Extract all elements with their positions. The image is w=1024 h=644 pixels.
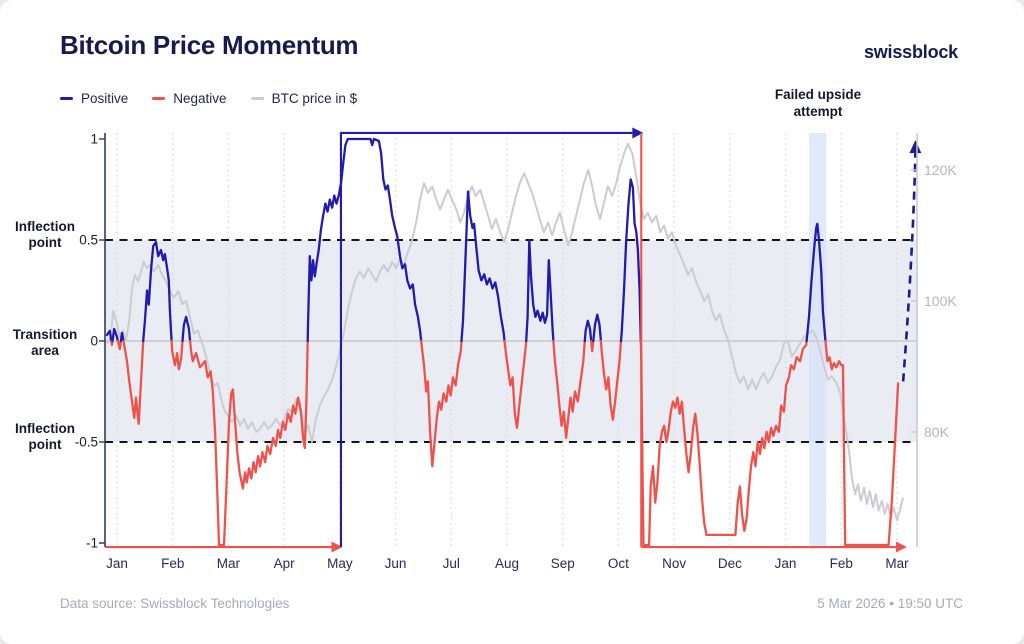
momentum-positive-segment bbox=[460, 190, 506, 343]
x-axis-label: Jun bbox=[385, 556, 407, 571]
momentum-negative-segment bbox=[122, 339, 145, 425]
price-axis-tick-label: 120K bbox=[924, 162, 957, 178]
momentum-positive-segment bbox=[619, 178, 642, 343]
failed-upside-attempt-annotation: Failed upside attempt bbox=[774, 87, 862, 119]
momentum-positive-segment bbox=[119, 331, 125, 343]
upside-projection-arrowhead bbox=[909, 140, 922, 154]
price-axis-tick-label: 100K bbox=[924, 293, 957, 309]
positive-line-swatch bbox=[60, 97, 73, 100]
momentum-negative-segment bbox=[188, 339, 309, 547]
legend-label-positive: Positive bbox=[81, 91, 129, 106]
brand-logo: swissblock bbox=[863, 42, 958, 62]
x-axis-label: Mar bbox=[885, 556, 909, 571]
momentum-negative-segment bbox=[420, 339, 463, 468]
x-axis-label: Jan bbox=[775, 556, 797, 571]
y-axis-tick-label: 1 bbox=[90, 132, 98, 147]
data-source-label: Data source: Swissblock Technologies bbox=[60, 596, 290, 611]
legend: Positive Negative BTC price in $ bbox=[60, 91, 357, 106]
bear-phase-2-bottom-arrowhead bbox=[895, 541, 907, 553]
x-axis-label: Aug bbox=[495, 556, 519, 571]
momentum-negative-segment bbox=[503, 339, 528, 430]
legend-item-positive: Positive bbox=[60, 91, 128, 106]
momentum-positive-segment bbox=[111, 327, 120, 343]
momentum-negative-segment bbox=[552, 339, 586, 440]
x-axis-label: Nov bbox=[662, 556, 686, 571]
y-axis-tick-label: -1 bbox=[86, 536, 98, 551]
bull-phase-box-arrowhead bbox=[632, 127, 644, 139]
momentum-positive-segment bbox=[142, 240, 173, 343]
timestamp-label: 5 Mar 2026 • 19:50 UTC bbox=[817, 596, 963, 611]
x-axis-label: Oct bbox=[608, 556, 629, 571]
momentum-negative-segment bbox=[639, 339, 808, 547]
btc-price-line bbox=[106, 142, 905, 522]
momentum-positive-segment bbox=[592, 313, 603, 343]
page-title: Bitcoin Price Momentum bbox=[60, 30, 359, 60]
btc-price-line-swatch bbox=[250, 97, 264, 100]
legend-label-btc-price: BTC price in $ bbox=[271, 91, 358, 106]
y-axis-tick-label: 0 bbox=[90, 334, 98, 349]
inflection-point-upper-label: Inflection point bbox=[15, 219, 75, 250]
x-axis-label: May bbox=[327, 556, 353, 571]
x-axis-label: Jan bbox=[106, 556, 128, 571]
y-axis-tick-label: -0.5 bbox=[75, 435, 98, 450]
x-axis-label: Feb bbox=[830, 556, 853, 571]
transition-area-label: Transition area bbox=[12, 327, 78, 358]
momentum-positive-segment bbox=[805, 222, 827, 343]
momentum-negative-segment bbox=[590, 339, 595, 353]
price-axis-tick-label: 80K bbox=[924, 424, 950, 440]
momentum-negative-segment bbox=[599, 339, 623, 421]
momentum-negative-segment bbox=[170, 339, 184, 371]
momentum-positive-segment bbox=[525, 238, 555, 343]
momentum-positive-segment bbox=[181, 315, 192, 343]
momentum-negative-segment bbox=[110, 339, 114, 347]
x-axis-label: Mar bbox=[217, 556, 241, 571]
bear-phase-1-bottom-arrowhead bbox=[331, 541, 343, 553]
x-axis-label: Dec bbox=[718, 556, 742, 571]
bull-phase-box bbox=[339, 131, 633, 548]
x-axis-label: Apr bbox=[274, 556, 296, 571]
legend-label-negative: Negative bbox=[173, 91, 227, 106]
upside-projection bbox=[901, 153, 917, 382]
x-axis-label: Sep bbox=[551, 556, 575, 571]
momentum-positive-segment bbox=[105, 329, 113, 343]
negative-line-swatch bbox=[152, 97, 166, 100]
momentum-negative-segment bbox=[824, 339, 900, 547]
x-axis-label: Jul bbox=[443, 556, 460, 571]
momentum-positive-segment bbox=[583, 319, 593, 343]
legend-item-btc-price: BTC price in $ bbox=[250, 91, 358, 106]
momentum-negative-segment bbox=[116, 339, 123, 351]
inflection-point-lower-label: Inflection point bbox=[15, 421, 75, 452]
legend-item-negative: Negative bbox=[152, 91, 227, 106]
momentum-positive-segment bbox=[306, 137, 423, 343]
y-axis-tick-label: 0.5 bbox=[79, 233, 98, 248]
x-axis-label: Feb bbox=[161, 556, 184, 571]
